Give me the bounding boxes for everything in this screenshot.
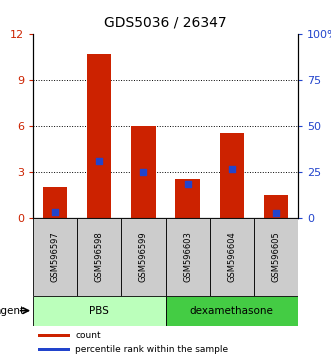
Bar	[175, 179, 200, 218]
Title: GDS5036 / 26347: GDS5036 / 26347	[104, 16, 227, 30]
Text: GSM596598: GSM596598	[95, 231, 104, 282]
Bar	[33, 218, 77, 296]
Text: percentile rank within the sample: percentile rank within the sample	[75, 345, 229, 354]
Point	[185, 181, 190, 187]
Bar	[219, 133, 244, 218]
Point	[53, 209, 58, 215]
Point	[97, 158, 102, 164]
Text: dexamethasone: dexamethasone	[190, 306, 274, 316]
Bar	[166, 218, 210, 296]
Bar	[131, 126, 156, 218]
Point	[273, 210, 278, 216]
Text: GSM596599: GSM596599	[139, 231, 148, 282]
Bar	[43, 187, 67, 218]
Text: GSM596605: GSM596605	[271, 231, 280, 282]
Text: GSM596604: GSM596604	[227, 231, 236, 282]
Bar	[77, 218, 121, 296]
Text: agent: agent	[0, 306, 25, 316]
Bar	[264, 195, 288, 218]
Bar	[87, 53, 112, 218]
Bar	[38, 334, 70, 337]
Bar	[254, 218, 298, 296]
Text: count: count	[75, 331, 101, 340]
Text: GSM596597: GSM596597	[51, 231, 60, 282]
Point	[229, 166, 234, 171]
Point	[141, 169, 146, 175]
Bar	[33, 296, 166, 326]
Bar	[210, 218, 254, 296]
Text: PBS: PBS	[89, 306, 109, 316]
Bar	[121, 218, 166, 296]
Bar	[38, 348, 70, 352]
Text: GSM596603: GSM596603	[183, 231, 192, 282]
Bar	[166, 296, 298, 326]
